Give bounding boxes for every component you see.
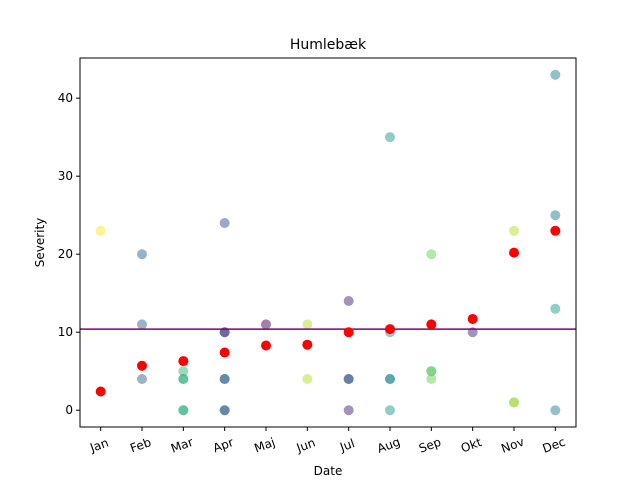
mean-point bbox=[467, 313, 478, 324]
data-point bbox=[509, 225, 519, 236]
mean-point bbox=[343, 327, 354, 338]
x-tick-label: Aug bbox=[375, 435, 402, 456]
data-point bbox=[385, 374, 395, 385]
data-point bbox=[343, 374, 354, 385]
y-tick-label: 0 bbox=[65, 403, 73, 417]
data-point bbox=[343, 296, 354, 307]
mean-point bbox=[178, 356, 189, 367]
mean-point bbox=[426, 319, 437, 330]
x-tick-label: Apr bbox=[211, 435, 235, 455]
x-tick-label: Mar bbox=[169, 435, 195, 456]
data-point bbox=[426, 374, 437, 385]
data-point bbox=[385, 405, 395, 416]
mean-point bbox=[261, 340, 271, 351]
data-point bbox=[137, 374, 147, 385]
plot-frame bbox=[79, 57, 577, 428]
data-point bbox=[550, 69, 561, 80]
x-tick-label: Jan bbox=[87, 435, 110, 455]
mean-point bbox=[550, 225, 561, 236]
chart-title: Humlebæk bbox=[290, 37, 367, 53]
y-tick-label: 10 bbox=[58, 325, 73, 339]
mean-point bbox=[219, 347, 230, 358]
y-axis-label: Severity bbox=[33, 218, 47, 268]
data-point bbox=[385, 132, 395, 143]
mean-point bbox=[509, 247, 519, 258]
x-axis-label: Date bbox=[314, 464, 343, 478]
x-tick-label: Jul bbox=[337, 436, 356, 454]
data-point bbox=[550, 405, 561, 416]
data-point bbox=[550, 210, 561, 221]
mean-point bbox=[385, 324, 395, 335]
data-points bbox=[95, 69, 561, 416]
y-tick-label: 30 bbox=[58, 169, 73, 183]
data-point bbox=[178, 405, 189, 416]
data-point bbox=[178, 366, 189, 377]
mean-point bbox=[137, 360, 147, 371]
x-tick-label: Okt bbox=[459, 435, 484, 455]
data-point bbox=[178, 374, 189, 385]
mean-markers bbox=[95, 225, 561, 397]
data-point bbox=[509, 397, 519, 408]
data-point bbox=[426, 249, 437, 260]
data-point bbox=[550, 303, 561, 314]
x-tick-label: Jun bbox=[294, 435, 317, 455]
data-point bbox=[219, 374, 230, 385]
data-point bbox=[426, 366, 437, 377]
y-tick-label: 40 bbox=[58, 91, 73, 105]
mean-point bbox=[95, 386, 106, 397]
data-point bbox=[219, 217, 230, 228]
data-point bbox=[261, 319, 271, 330]
x-tick-label: Sep bbox=[417, 435, 443, 456]
x-axis: Jan Feb Mar Apr Maj Jun Jul Aug Sep Okt Nov Dec bbox=[87, 427, 567, 456]
data-point bbox=[343, 405, 354, 416]
data-point bbox=[219, 405, 230, 416]
data-point bbox=[95, 225, 106, 236]
x-tick-label: Nov bbox=[499, 435, 526, 456]
y-axis: 0 10 20 30 40 bbox=[58, 91, 80, 417]
x-tick-label: Feb bbox=[128, 435, 153, 455]
x-tick-label: Maj bbox=[252, 435, 277, 455]
x-tick-label: Dec bbox=[541, 435, 568, 456]
data-point bbox=[137, 249, 147, 260]
data-point bbox=[302, 319, 313, 330]
mean-point bbox=[302, 339, 313, 350]
data-point bbox=[302, 374, 313, 385]
y-tick-label: 20 bbox=[58, 247, 73, 261]
plot-background bbox=[80, 58, 576, 427]
data-point bbox=[137, 319, 147, 330]
